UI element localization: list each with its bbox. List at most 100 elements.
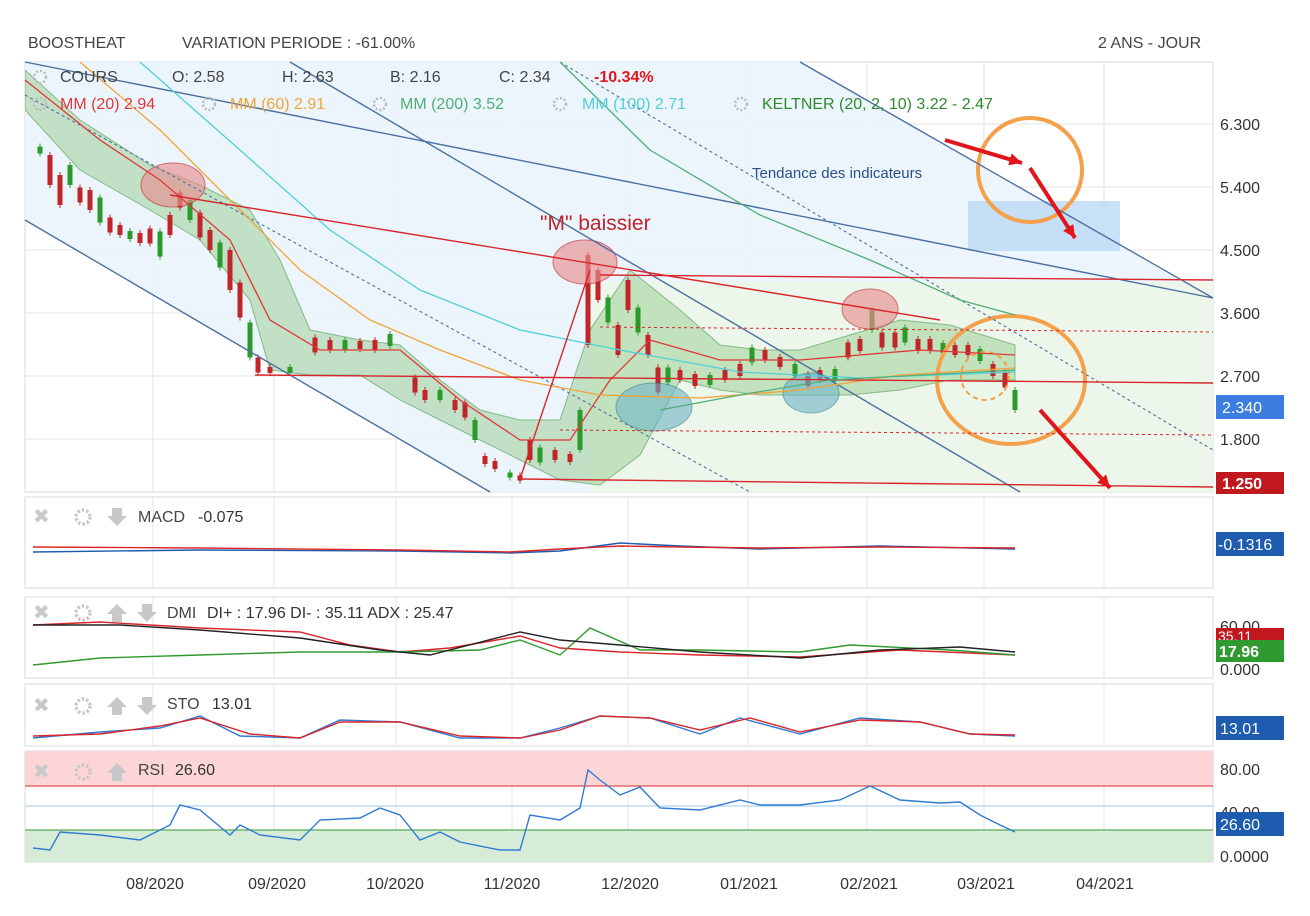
period: 2 ANS - JOUR bbox=[1098, 35, 1201, 52]
price-tick: 4.500 bbox=[1220, 243, 1260, 260]
candle-body bbox=[47, 155, 53, 185]
bottom-2 bbox=[782, 372, 840, 414]
legend-open: O: 2.58 bbox=[172, 69, 225, 86]
candle-body bbox=[635, 307, 641, 333]
candle-body bbox=[452, 400, 458, 410]
channel-mid bbox=[289, 61, 1021, 493]
candle-body bbox=[267, 367, 273, 373]
orange-circle-small bbox=[960, 351, 1010, 401]
arrow-3 bbox=[1038, 408, 1112, 490]
support-badge bbox=[1216, 472, 1284, 494]
gear-icon[interactable] bbox=[733, 96, 749, 112]
close-icon: ✖ bbox=[33, 602, 50, 624]
m-rise bbox=[519, 269, 591, 480]
arrow-up-icon[interactable] bbox=[107, 604, 127, 622]
arrow-down-icon[interactable] bbox=[137, 697, 157, 715]
legend-mm200: MM (200) 3.52 bbox=[400, 96, 504, 113]
neck-line bbox=[254, 374, 1214, 384]
indicator-panel bbox=[24, 683, 1214, 747]
indicator-panel bbox=[24, 596, 1214, 679]
candle-body bbox=[37, 146, 43, 154]
candle-body bbox=[342, 340, 348, 350]
candle-body bbox=[127, 231, 133, 239]
candle-body bbox=[237, 282, 243, 318]
gear-icon[interactable] bbox=[74, 763, 92, 781]
rsi-oversold-zone bbox=[25, 830, 1213, 862]
candle-body bbox=[87, 190, 93, 210]
close-icon: ✖ bbox=[33, 761, 50, 783]
gear-icon[interactable] bbox=[74, 604, 92, 622]
keltner-band bbox=[25, 69, 1016, 486]
x-tick: 01/2021 bbox=[720, 876, 778, 893]
gear-icon[interactable] bbox=[74, 697, 92, 715]
m-baissier-label: "M" baissier bbox=[540, 212, 651, 235]
rsi-tick: 80.00 bbox=[1220, 762, 1260, 779]
candle-body bbox=[357, 341, 363, 349]
gear-icon[interactable] bbox=[32, 96, 48, 112]
gear-icon[interactable] bbox=[372, 96, 388, 112]
candle-body bbox=[482, 456, 488, 464]
candle-body bbox=[879, 332, 885, 348]
candle-body bbox=[507, 472, 513, 478]
candle-body bbox=[312, 337, 318, 353]
legend-low: B: 2.16 bbox=[390, 69, 441, 86]
candle-body bbox=[287, 367, 293, 373]
candle-body bbox=[665, 367, 671, 383]
x-tick: 02/2021 bbox=[840, 876, 898, 893]
mm60-line bbox=[79, 61, 1016, 399]
arrow-down-icon[interactable] bbox=[137, 604, 157, 622]
macd-value: -0.075 bbox=[198, 509, 243, 526]
candle-body bbox=[492, 461, 498, 469]
last-price-badge bbox=[1216, 395, 1284, 419]
candle-body bbox=[462, 402, 468, 418]
rsi-tick: 0.0000 bbox=[1220, 849, 1269, 866]
channel-upper-1 bbox=[24, 61, 1214, 299]
rsi-badge bbox=[1216, 812, 1284, 836]
tendance-label: Tendance des indicateurs bbox=[752, 165, 922, 182]
sto-badge bbox=[1216, 716, 1284, 740]
x-tick: 03/2021 bbox=[957, 876, 1015, 893]
candle-body bbox=[197, 212, 203, 238]
gear-icon[interactable] bbox=[74, 508, 92, 526]
candle-body bbox=[832, 369, 838, 381]
candle-body bbox=[749, 347, 755, 363]
candle-body bbox=[387, 334, 393, 346]
candle-body bbox=[902, 327, 908, 343]
candle-body bbox=[372, 340, 378, 350]
candle-body bbox=[227, 250, 233, 290]
bottom-1 bbox=[615, 382, 693, 432]
candle-body bbox=[845, 342, 851, 358]
price-tick: 2.700 bbox=[1220, 369, 1260, 386]
arrow-down-icon[interactable] bbox=[107, 508, 127, 526]
gear-icon[interactable] bbox=[552, 96, 568, 112]
candle-body bbox=[77, 187, 83, 203]
resistance-line bbox=[599, 274, 1214, 281]
arrow-up-icon[interactable] bbox=[107, 763, 127, 781]
sto-label: STO bbox=[167, 696, 200, 713]
legend-mm100: MM (100) 2.71 bbox=[582, 96, 686, 113]
sto-value: 13.01 bbox=[212, 696, 252, 713]
orange-circle-top bbox=[976, 116, 1084, 224]
x-tick: 12/2020 bbox=[601, 876, 659, 893]
price-tick: 1.800 bbox=[1220, 432, 1260, 449]
candle-body bbox=[107, 217, 113, 233]
rsi-line bbox=[32, 768, 1016, 851]
arrow-up-icon[interactable] bbox=[107, 697, 127, 715]
price-tick: 5.400 bbox=[1220, 180, 1260, 197]
mm200-line bbox=[559, 61, 1016, 316]
green-trend bbox=[659, 369, 1016, 411]
sto-d bbox=[32, 715, 1016, 739]
candle-body bbox=[940, 343, 946, 353]
gear-icon[interactable] bbox=[201, 96, 217, 112]
candle-body bbox=[605, 297, 611, 323]
candle-body bbox=[247, 322, 253, 358]
candle-body bbox=[595, 270, 601, 300]
candle-body bbox=[927, 339, 933, 351]
candle-body bbox=[762, 350, 768, 360]
candle-body bbox=[625, 280, 631, 310]
sto-k bbox=[32, 715, 1016, 739]
x-tick: 10/2020 bbox=[366, 876, 424, 893]
candle-body bbox=[645, 335, 651, 355]
arrow-1-head bbox=[1008, 153, 1022, 166]
gear-icon[interactable] bbox=[32, 69, 48, 85]
